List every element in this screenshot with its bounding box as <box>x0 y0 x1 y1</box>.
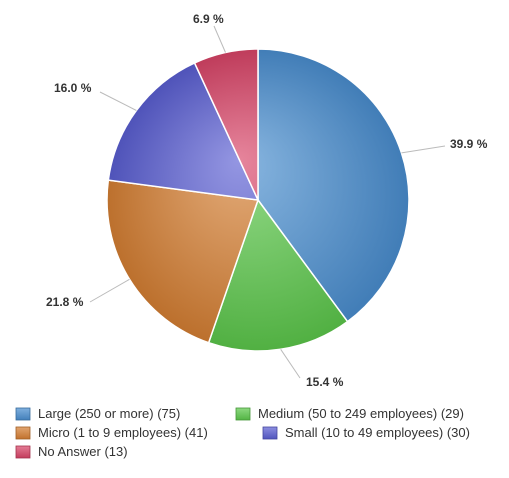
legend-label: Large (250 or more) (75) <box>38 406 180 421</box>
legend-swatch <box>15 426 31 440</box>
legend-item-no-answer[interactable]: No Answer (13) <box>15 444 128 459</box>
legend-item-medium[interactable]: Medium (50 to 249 employees) (29) <box>235 406 464 421</box>
data-label-large: 39.9 % <box>450 137 488 151</box>
label-connector-large <box>401 145 446 154</box>
data-label-no-answer: 6.9 % <box>193 12 224 26</box>
pie-slice-large[interactable] <box>257 48 410 323</box>
legend-label: No Answer (13) <box>38 444 128 459</box>
pie-slice-micro[interactable] <box>106 179 260 344</box>
pie-slice-no-answer[interactable] <box>193 48 259 201</box>
data-label-small: 16.0 % <box>54 81 92 95</box>
legend: Large (250 or more) (75) Medium (50 to 24… <box>15 406 470 459</box>
legend-swatch <box>15 407 31 421</box>
legend-item-large[interactable]: Large (250 or more) (75) <box>15 406 180 421</box>
label-connector-micro <box>89 278 130 303</box>
legend-swatch <box>262 426 278 440</box>
legend-item-small[interactable]: Small (10 to 49 employees) (30) <box>262 425 470 440</box>
data-label-medium: 15.4 % <box>306 375 344 389</box>
legend-label: Small (10 to 49 employees) (30) <box>285 425 470 440</box>
slices-layer <box>106 48 410 352</box>
legend-label: Medium (50 to 249 employees) (29) <box>258 406 464 421</box>
pie-slice-small[interactable] <box>107 61 260 201</box>
data-labels: 39.9 % 15.4 % 21.8 % 16.0 % 6.9 % <box>46 12 488 389</box>
label-connector-no-answer <box>213 25 226 53</box>
legend-item-micro[interactable]: Micro (1 to 9 employees) (41) <box>15 425 208 440</box>
label-connector-small <box>99 91 137 111</box>
legend-swatch <box>235 407 251 421</box>
legend-swatch <box>15 445 31 459</box>
label-connector-medium <box>280 349 301 379</box>
legend-label: Micro (1 to 9 employees) (41) <box>38 425 208 440</box>
pie-slice-medium[interactable] <box>207 198 349 352</box>
data-label-micro: 21.8 % <box>46 295 84 309</box>
label-connectors <box>89 25 446 379</box>
